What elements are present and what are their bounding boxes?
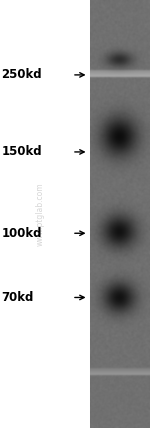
Text: 70kd: 70kd xyxy=(2,291,34,304)
Text: www.ptglab.com: www.ptglab.com xyxy=(36,182,45,246)
Text: 150kd: 150kd xyxy=(2,146,42,158)
Text: 250kd: 250kd xyxy=(2,68,42,81)
Text: 100kd: 100kd xyxy=(2,227,42,240)
